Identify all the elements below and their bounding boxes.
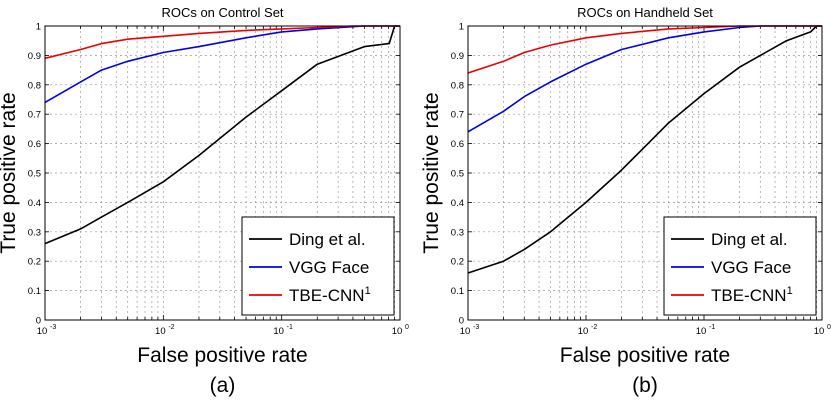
y-tick-label: 0.5 <box>28 169 41 180</box>
y-tick-label: 1 <box>36 22 41 33</box>
y-tick-label: 0.1 <box>28 286 41 297</box>
y-tick-label: 0.6 <box>28 139 41 150</box>
x-tick-exponent: -2 <box>168 324 174 331</box>
y-axis-label: True positive rate <box>0 92 20 253</box>
x-tick-label: 10 <box>578 326 589 337</box>
y-tick-label: 0.7 <box>451 110 464 121</box>
x-tick-label: 10 <box>155 326 166 337</box>
chart-title: ROCs on Handheld Set <box>577 5 713 20</box>
x-tick-label: 10 <box>696 326 707 337</box>
x-tick-exponent: 0 <box>827 324 831 331</box>
x-tick-exponent: -1 <box>709 324 715 331</box>
legend-label: Ding et al. <box>711 230 788 249</box>
series-line-vgg-face <box>467 25 822 133</box>
x-tick-exponent: -3 <box>473 324 479 331</box>
x-tick-label: 10 <box>392 326 403 337</box>
y-tick-label: 0.4 <box>28 198 41 209</box>
roc-handheld-panel: ROCs on Handheld Set False positive rate… <box>420 5 831 397</box>
panel-label: (a) <box>210 374 236 397</box>
legend-superscript: 1 <box>787 285 793 297</box>
x-tick-label: 10 <box>460 326 471 337</box>
legend-label: Ding et al. <box>289 230 366 249</box>
x-axis-label: False positive rate <box>137 344 307 367</box>
y-tick-label: 0.9 <box>28 51 41 62</box>
x-tick-exponent: -1 <box>287 324 293 331</box>
y-tick-label: 0 <box>36 316 41 327</box>
y-tick-label: 1 <box>459 22 464 33</box>
legend-label: TBE-CNN1 <box>289 285 371 305</box>
x-tick-label: 10 <box>273 326 284 337</box>
y-tick-label: 0.7 <box>28 110 41 121</box>
x-tick-exponent: -2 <box>591 324 597 331</box>
x-tick-label: 10 <box>37 326 48 337</box>
x-tick-exponent: -3 <box>50 324 56 331</box>
y-tick-label: 0.9 <box>451 51 464 62</box>
legend-label: VGG Face <box>711 258 791 277</box>
y-tick-label: 0.2 <box>28 257 41 268</box>
legend: Ding et al. VGG Face TBE-CNN1 <box>663 216 817 316</box>
legend-box <box>241 216 395 316</box>
x-axis-label: False positive rate <box>560 344 730 367</box>
legend: Ding et al. VGG Face TBE-CNN1 <box>241 216 395 316</box>
x-tick-exponent: 0 <box>405 324 409 331</box>
chart-title: ROCs on Control Set <box>161 5 283 20</box>
y-tick-label: 0.5 <box>451 169 464 180</box>
series-line-tbe-cnn <box>467 25 822 74</box>
y-tick-label: 0 <box>459 316 464 327</box>
y-tick-label: 0.4 <box>451 198 464 209</box>
series-line-vgg-face <box>44 25 400 104</box>
plot-frame <box>44 25 401 321</box>
y-tick-label: 0.8 <box>28 80 41 91</box>
roc-control-panel: ROCs on Control Set False positive rate … <box>0 5 409 397</box>
series-line-ding-et-al- <box>44 25 400 245</box>
y-axis-label: True positive rate <box>420 92 443 253</box>
x-tick-label: 10 <box>814 326 825 337</box>
series-line-tbe-cnn <box>44 25 400 60</box>
y-tick-label: 0.8 <box>451 80 464 91</box>
legend-label: TBE-CNN1 <box>711 285 793 305</box>
plot-frame <box>467 25 823 321</box>
panel-label: (b) <box>632 374 658 397</box>
y-tick-label: 0.3 <box>451 227 464 238</box>
legend-box <box>663 216 817 316</box>
series-line-ding-et-al- <box>467 25 822 274</box>
y-tick-label: 0.1 <box>451 286 464 297</box>
y-tick-label: 0.2 <box>451 257 464 268</box>
legend-label: VGG Face <box>289 258 369 277</box>
legend-superscript: 1 <box>365 285 371 297</box>
y-tick-label: 0.3 <box>28 227 41 238</box>
y-tick-label: 0.6 <box>451 139 464 150</box>
